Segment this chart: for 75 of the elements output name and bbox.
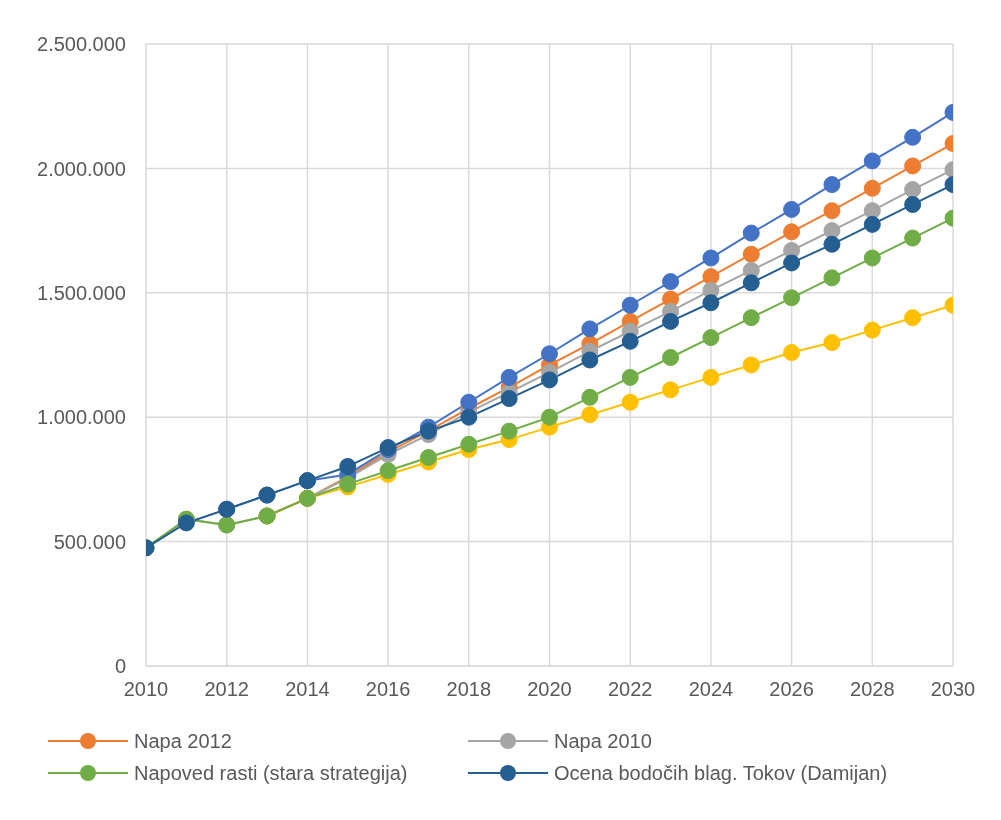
point [823,269,841,287]
x-tick-label: 2022 [607,678,653,701]
x-tick-label: 2012 [204,678,249,701]
point [581,351,599,369]
point [783,344,801,362]
y-tick-label: 2.000.000 [37,157,126,180]
point [783,289,801,307]
point [460,393,478,411]
point [904,157,922,175]
y-tick-label: 0 [114,655,126,678]
point [823,334,841,352]
legend-label: Napa 2012 [134,729,232,753]
x-tick-label: 2028 [850,678,895,701]
point [541,371,558,389]
point [621,332,639,350]
x-tick-label: 2030 [930,678,976,701]
point [621,368,639,386]
point [783,254,801,272]
x-tick-label: 2024 [688,678,734,701]
point [662,381,680,399]
point [621,393,639,411]
point [177,514,195,532]
point [904,128,922,146]
point [662,348,680,366]
point [702,329,720,347]
point [863,179,881,197]
point [783,200,801,218]
y-tick-label: 1.500.000 [37,281,126,304]
point [904,309,922,327]
point [419,449,437,467]
x-tick-label: 2014 [285,678,330,701]
point [581,388,599,406]
point [581,406,599,424]
y-tick-label: 500.000 [53,530,126,553]
point [742,245,760,263]
point [742,356,760,374]
point [863,249,881,267]
x-tick-label: 2010 [123,678,169,701]
point [541,408,558,426]
point [621,296,639,314]
point [823,176,841,194]
point [702,249,720,267]
point [742,224,760,242]
point [541,345,558,363]
point [863,215,881,233]
point [742,309,760,327]
legend-label: Napoved rasti (stara strategija) [134,761,408,785]
point [339,457,357,475]
y-tick-label: 2.500.000 [37,33,126,56]
legend-label: Napa 2010 [554,729,652,753]
point [863,152,881,170]
point [500,368,518,386]
point [662,312,680,330]
point [823,202,841,220]
x-tick-label: 2026 [769,678,814,701]
point [581,320,599,338]
x-tick-label: 2018 [446,678,492,701]
point [823,235,841,253]
point [742,274,760,292]
point [702,368,720,386]
point [460,408,478,426]
x-tick-label: 2016 [365,678,411,701]
point [904,195,922,213]
point [904,181,922,199]
point [783,223,801,241]
point [904,229,922,247]
point [702,294,720,312]
legend-label: Ocena bodočih blag. Tokov (Damijan) [554,761,888,785]
point [500,390,518,408]
point [460,435,478,453]
point [863,321,881,339]
point [500,422,518,440]
y-tick-label: 1.000.000 [37,406,126,429]
point [662,273,680,291]
x-tick-label: 2020 [527,678,572,701]
